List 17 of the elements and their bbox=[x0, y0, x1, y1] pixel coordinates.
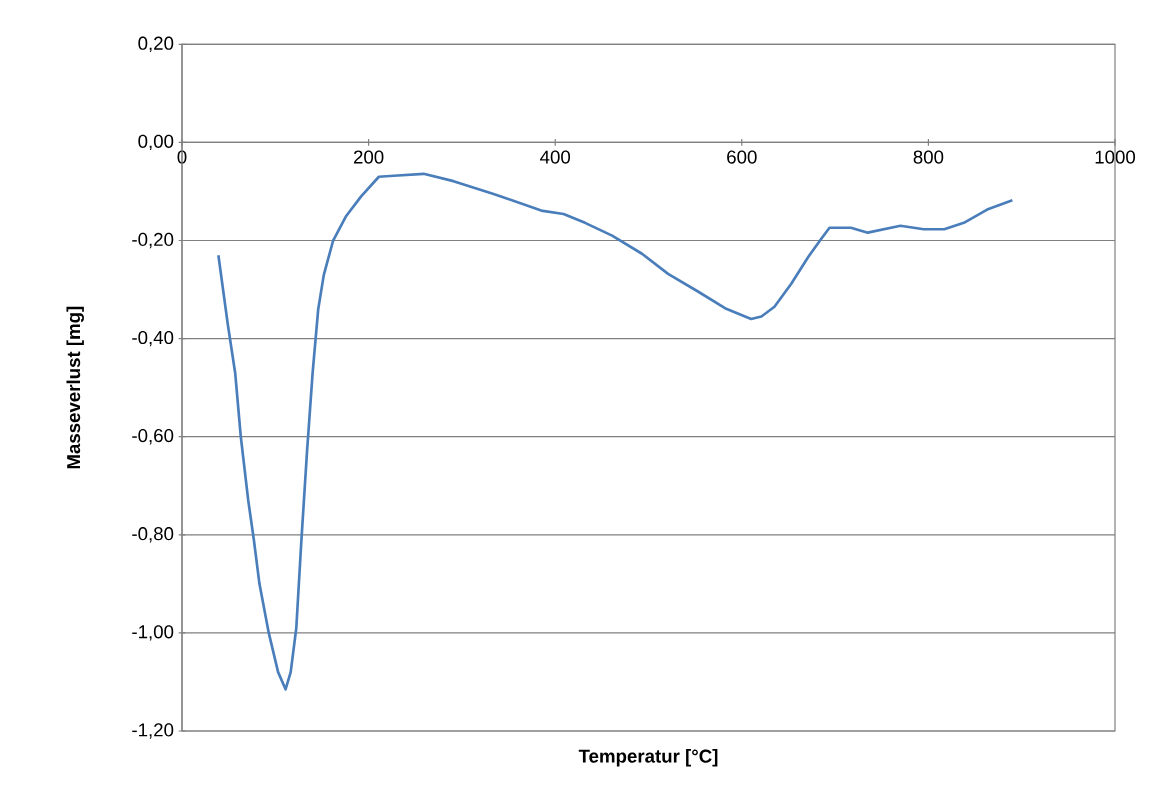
y-tick-label: -1,20 bbox=[132, 723, 174, 739]
y-tick-label: -0,80 bbox=[132, 527, 174, 543]
x-tick-label: 200 bbox=[353, 150, 384, 164]
x-tick-label: 1000 bbox=[1095, 150, 1136, 164]
x-axis-title: Temperatur [°C] bbox=[578, 749, 718, 767]
y-tick-label: -0,40 bbox=[132, 330, 174, 347]
y-tick-label: -0,60 bbox=[132, 428, 174, 445]
x-tick-label: 0 bbox=[177, 150, 187, 164]
y-tick-label: 0,00 bbox=[138, 134, 174, 151]
y-tick-label: -1,00 bbox=[132, 625, 174, 641]
line-series bbox=[217, 172, 1014, 691]
y-tick-label: -0,20 bbox=[132, 232, 174, 249]
y-axis-title: Masseverlust [mg] bbox=[66, 306, 84, 469]
x-tick-label: 800 bbox=[913, 150, 944, 164]
x-tick-label: 600 bbox=[727, 150, 757, 164]
y-tick-label: 0,20 bbox=[138, 36, 174, 53]
x-tick-label: 400 bbox=[540, 150, 571, 164]
